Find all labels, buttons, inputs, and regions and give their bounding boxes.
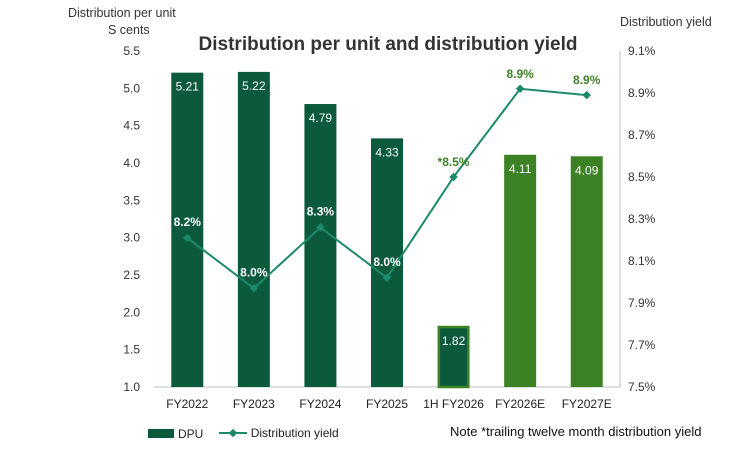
category-label: FY2022 [166, 397, 208, 411]
dpu-bar [437, 325, 470, 389]
yield-labels: 8.2% 8.0% 8.3% 8.0% *8.5% 8.9% 8.9% [174, 67, 601, 279]
yield-point [582, 90, 591, 100]
yield-label: 8.0% [373, 255, 401, 269]
left-tick-label: 3.0 [123, 231, 140, 245]
right-axis-title: Distribution yield [620, 15, 712, 29]
right-tick-label: 8.9% [628, 86, 656, 100]
left-tick-label: 3.5 [123, 193, 140, 207]
left-tick-label: 2.5 [123, 268, 140, 282]
left-tick-label: 5.0 [123, 81, 140, 95]
dpu-bars [171, 71, 603, 389]
right-tick-label: 7.9% [628, 296, 656, 310]
category-label: FY2023 [233, 397, 275, 411]
legend: DPU Distribution yield [148, 426, 339, 441]
dpu-bar-label: 5.22 [242, 79, 266, 93]
dpu-bar-label: 5.21 [176, 80, 200, 94]
left-axis-title-line1: Distribution per unit [68, 6, 176, 20]
left-axis-title-line2: S cents [108, 23, 150, 37]
dpu-bar [237, 71, 270, 387]
right-axis-ticks: 7.5% 7.7% 7.9% 8.1% 8.3% 8.5% 8.7% 8.9% 9.1% [628, 44, 656, 394]
left-tick-label: 4.0 [123, 156, 140, 170]
right-tick-label: 8.1% [628, 254, 656, 268]
right-tick-label: 7.7% [628, 338, 656, 352]
left-tick-label: 1.0 [123, 380, 140, 394]
legend-label-yield: Distribution yield [250, 426, 339, 440]
legend-swatch-yield [218, 428, 247, 438]
left-tick-label: 1.5 [123, 343, 140, 357]
right-tick-label: 8.3% [628, 212, 656, 226]
yield-point [449, 172, 458, 182]
dpu-bar [304, 104, 337, 387]
category-label: FY2024 [299, 397, 341, 411]
yield-point [183, 233, 192, 243]
left-tick-label: 2.0 [123, 305, 140, 319]
right-tick-label: 7.5% [628, 380, 656, 394]
chart-title: Distribution per unit and distribution y… [199, 34, 578, 55]
yield-point [316, 223, 325, 232]
yield-series [183, 84, 591, 293]
dpu-bar-label: 4.11 [509, 162, 532, 176]
yield-label: 8.2% [174, 215, 202, 229]
dpu-bar-label: 4.09 [575, 163, 599, 177]
category-label: FY2025 [366, 397, 408, 411]
dpu-bar [504, 154, 537, 387]
category-label: 1H FY2026 [423, 397, 484, 411]
category-label: FY2026E [495, 397, 545, 411]
yield-label: 8.3% [307, 204, 335, 218]
footnote: Note *trailing twelve month distribution… [450, 424, 702, 439]
legend-item-yield: Distribution yield [218, 426, 339, 440]
left-axis-ticks: 1.0 1.5 2.0 2.5 3.0 3.5 4.0 4.5 5.0 5.5 [123, 44, 140, 394]
legend-swatch-dpu [148, 429, 174, 438]
right-tick-label: 9.1% [628, 44, 656, 58]
yield-label: 8.0% [240, 265, 268, 279]
yield-point [249, 284, 259, 293]
dpu-bar-label: 4.33 [375, 145, 399, 159]
legend-item-dpu: DPU [148, 427, 203, 441]
dpu-bar-label: 1.82 [442, 334, 466, 348]
yield-label: *8.5% [438, 155, 470, 169]
legend-label-dpu: DPU [178, 426, 204, 441]
dpu-bar [570, 156, 603, 387]
x-axis-category-labels: FY2022 FY2023 FY2024 FY2025 1H FY2026 FY2026E… [166, 397, 611, 411]
dpu-bar [171, 72, 204, 388]
category-label: FY2027E [562, 397, 612, 411]
dpu-bar-labels: 5.21 5.22 4.79 4.33 1.82 4.11 4.09 [176, 79, 599, 348]
dpu-bar-label: 4.79 [309, 111, 333, 125]
right-tick-label: 8.5% [628, 170, 656, 184]
yield-label: 8.9% [573, 73, 601, 87]
left-tick-label: 4.5 [123, 119, 140, 133]
yield-point [382, 273, 392, 283]
yield-label: 8.9% [506, 67, 534, 81]
right-tick-label: 8.7% [628, 128, 656, 142]
left-tick-label: 5.5 [123, 44, 140, 58]
